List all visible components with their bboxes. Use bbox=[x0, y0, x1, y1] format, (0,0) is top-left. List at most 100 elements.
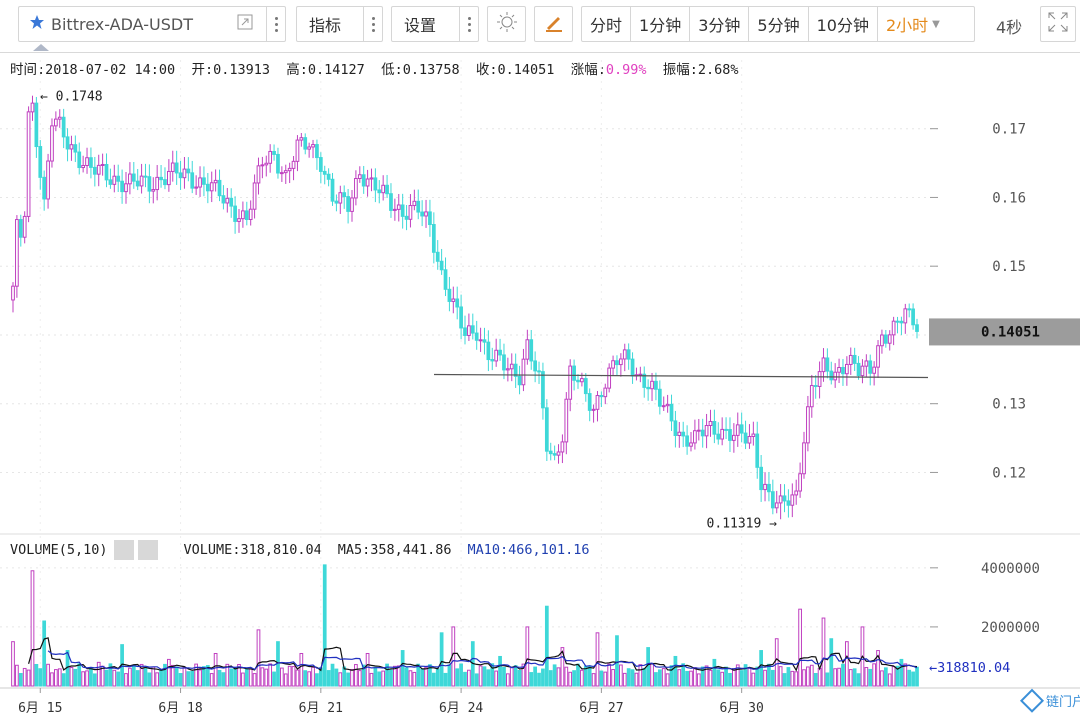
volume-bar bbox=[770, 669, 775, 687]
theme-button[interactable] bbox=[487, 6, 526, 42]
volume-bar bbox=[11, 641, 15, 687]
period-active[interactable]: 2小时 bbox=[876, 7, 936, 41]
price-tick-label: 0.15 bbox=[992, 259, 1026, 275]
candle-body bbox=[669, 403, 674, 422]
chevron-down-icon[interactable]: ▼ bbox=[932, 18, 940, 30]
candle-body bbox=[291, 160, 296, 169]
ma5-line bbox=[28, 637, 918, 672]
period-selector: 分时 1分钟 3分钟 5分钟 10分钟 2小时 ▼ bbox=[581, 6, 975, 42]
candle-body bbox=[716, 433, 721, 440]
candle-body bbox=[61, 116, 66, 138]
volume-bar bbox=[373, 666, 378, 687]
price-tick-label: 0.17 bbox=[992, 122, 1026, 138]
symbol-more-icon[interactable] bbox=[266, 7, 285, 41]
candle-body bbox=[77, 151, 82, 169]
volume-bar bbox=[120, 644, 124, 687]
candle-body bbox=[131, 173, 136, 182]
candle-body bbox=[576, 379, 580, 383]
settings-button[interactable]: 设置 bbox=[391, 6, 479, 42]
candle-body bbox=[404, 215, 409, 220]
candle-body bbox=[642, 373, 647, 388]
candle-body bbox=[505, 368, 510, 371]
volume-close-icon[interactable] bbox=[137, 540, 186, 572]
volume-bar bbox=[552, 664, 557, 687]
candle-body bbox=[638, 373, 643, 376]
volume-settings-icon[interactable] bbox=[113, 540, 163, 572]
last-price-box bbox=[929, 318, 1080, 346]
candle-body bbox=[537, 370, 541, 373]
volume-bar bbox=[182, 666, 187, 687]
high-label: 高: bbox=[286, 62, 308, 78]
last-price-label: 0.14051 bbox=[981, 324, 1040, 340]
candle-body bbox=[564, 398, 569, 443]
star-icon[interactable] bbox=[19, 14, 45, 34]
period-5[interactable]: 10分钟 bbox=[807, 7, 877, 41]
symbol-selector[interactable]: Bittrex-ADA-USDT bbox=[18, 6, 286, 42]
volume-bar bbox=[42, 620, 47, 687]
volume-bar bbox=[143, 668, 148, 687]
volume-bar bbox=[876, 650, 880, 687]
candle-body bbox=[400, 204, 405, 217]
period-1[interactable]: 分时 bbox=[590, 16, 623, 35]
volume-bar bbox=[424, 667, 428, 687]
volume-bar bbox=[665, 673, 670, 687]
volume-bar bbox=[178, 673, 183, 687]
volume-bar bbox=[451, 626, 456, 687]
volume-bar bbox=[774, 638, 779, 687]
volume-bar bbox=[634, 672, 639, 687]
volume-bar bbox=[544, 605, 549, 687]
indicators-button[interactable]: 指标 bbox=[296, 6, 383, 42]
volume-bar bbox=[618, 664, 623, 687]
volume-bar bbox=[50, 672, 54, 687]
volume-bar bbox=[57, 668, 62, 687]
volume-bar bbox=[712, 658, 717, 687]
volume-bar bbox=[880, 670, 884, 687]
volume-bar bbox=[654, 672, 658, 687]
candle-body bbox=[622, 349, 627, 360]
candle-body bbox=[260, 164, 265, 167]
candle-body bbox=[911, 308, 915, 326]
candle-body bbox=[307, 146, 312, 150]
date-tick-label: 6月 15 bbox=[18, 701, 62, 716]
period-2[interactable]: 1分钟 bbox=[630, 7, 689, 41]
volume-bar bbox=[474, 673, 479, 687]
candle-body bbox=[342, 192, 347, 198]
candle-body bbox=[53, 118, 58, 127]
draw-button[interactable] bbox=[534, 6, 573, 42]
volume-bar bbox=[447, 664, 452, 687]
watermark-logo: 链门户 bbox=[1019, 688, 1080, 713]
volume-bar bbox=[291, 666, 296, 687]
external-link-icon[interactable] bbox=[236, 13, 254, 35]
candle-body bbox=[665, 403, 670, 407]
period-4[interactable]: 5分钟 bbox=[748, 7, 807, 41]
volume-bar bbox=[868, 668, 873, 687]
candle-body bbox=[46, 160, 50, 200]
candle-body bbox=[891, 320, 896, 336]
candle-body bbox=[521, 358, 526, 386]
volume-bar bbox=[108, 663, 113, 687]
candle-body bbox=[34, 102, 39, 148]
volume-bar bbox=[564, 666, 569, 687]
volume-bar bbox=[841, 663, 845, 687]
candle-body bbox=[303, 137, 308, 150]
volume-bar bbox=[693, 667, 697, 687]
candle-body bbox=[868, 360, 873, 374]
support-line[interactable] bbox=[433, 373, 929, 379]
indicators-more-icon[interactable] bbox=[363, 7, 382, 41]
candle-body bbox=[276, 153, 280, 174]
fullscreen-button[interactable] bbox=[1040, 6, 1076, 42]
settings-more-icon[interactable] bbox=[459, 7, 478, 41]
indicators-label: 指标 bbox=[309, 16, 342, 35]
volume-bar bbox=[389, 669, 393, 687]
candle-body bbox=[852, 354, 857, 364]
volume-bar bbox=[61, 673, 66, 687]
candle-body bbox=[463, 327, 467, 336]
candle-body bbox=[556, 451, 561, 456]
period-3[interactable]: 3分钟 bbox=[689, 7, 748, 41]
candle-body bbox=[587, 393, 592, 411]
volume-bar bbox=[872, 663, 877, 687]
volume-bar bbox=[128, 667, 132, 687]
candle-body bbox=[650, 380, 654, 390]
candle-body bbox=[357, 174, 362, 179]
